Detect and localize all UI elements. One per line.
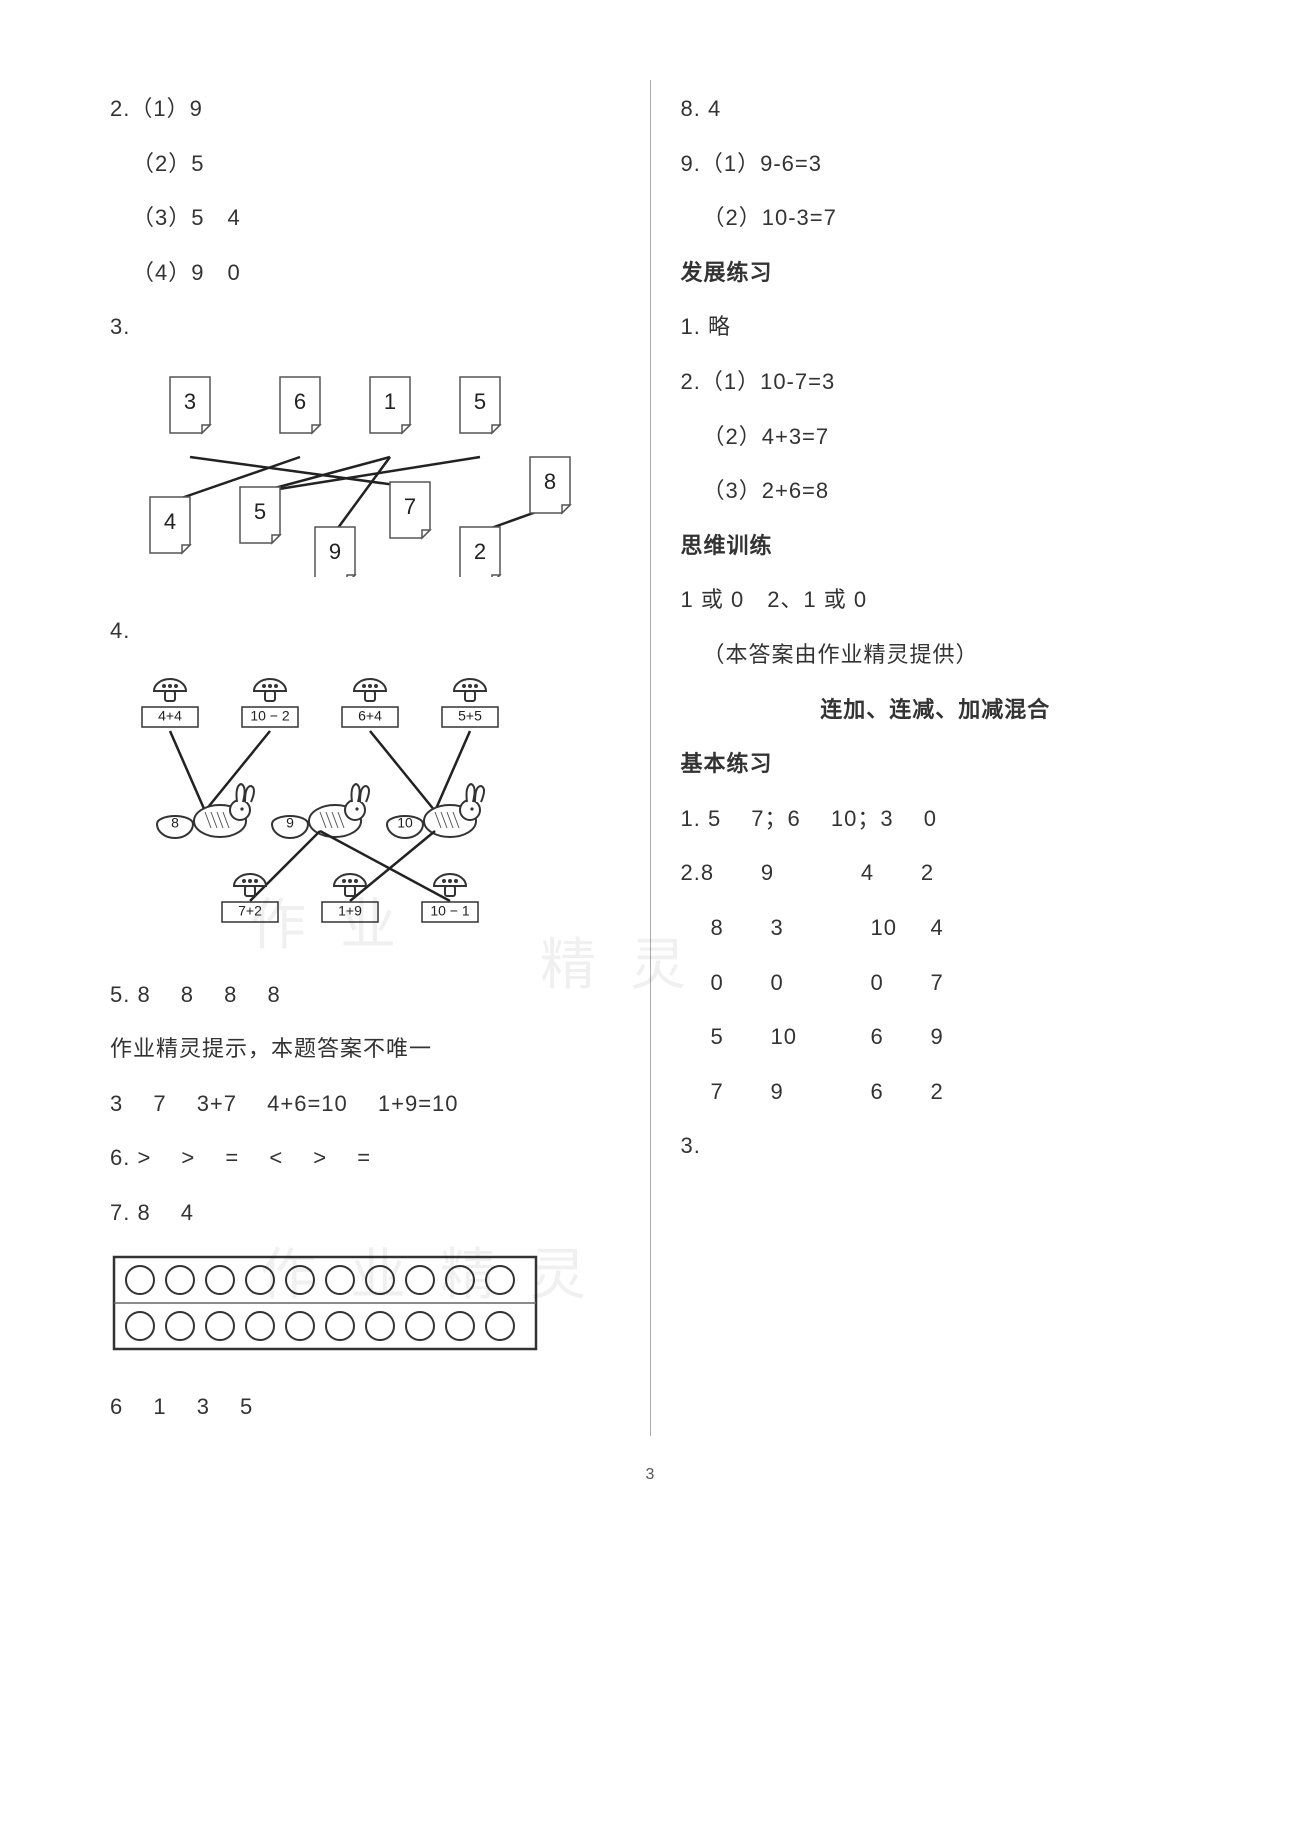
b2-cell <box>821 848 861 899</box>
b2-cell: 9 <box>771 1067 831 1118</box>
svg-text:3: 3 <box>184 389 196 414</box>
r9-2: （2）10-3=7 <box>681 193 1191 244</box>
b3: 3. <box>681 1121 1191 1172</box>
two-column-layout: 2.（1）9 （2）5 （3）5 4 （4）9 0 3. 3615 459728… <box>80 80 1220 1436</box>
b2-cell <box>831 1012 871 1063</box>
q2-2: （2）5 <box>110 139 620 190</box>
svg-text:7: 7 <box>404 494 416 519</box>
b2-cell <box>831 958 871 1009</box>
r9-1: 9.（1）9-6=3 <box>681 139 1191 190</box>
svg-text:1: 1 <box>384 389 396 414</box>
b2-cell: 7 <box>711 1067 771 1118</box>
svg-text:5: 5 <box>474 389 486 414</box>
section-basic: 基本练习 <box>681 739 1191 790</box>
q7: 7. 8 4 <box>110 1188 620 1239</box>
svg-text:8: 8 <box>544 469 556 494</box>
q3-head: 3. <box>110 302 620 353</box>
svg-text:9: 9 <box>329 539 341 564</box>
svg-text:10 − 2: 10 − 2 <box>250 707 290 723</box>
q3-matching-diagram: 3 6 1 5 4 5 9 7 2 8 <box>110 367 590 577</box>
b2-cell: 8 <box>701 848 761 899</box>
b2-cell: 3 <box>771 903 831 954</box>
svg-text:9: 9 <box>286 814 294 830</box>
svg-text:10: 10 <box>397 814 413 830</box>
b2-cell: 9 <box>761 848 821 899</box>
svg-text:8: 8 <box>171 814 179 830</box>
q4-head: 4. <box>110 606 620 657</box>
svg-text:6+4: 6+4 <box>358 707 382 723</box>
q5-note: 作业精灵提示，本题答案不唯一 <box>110 1024 620 1075</box>
right-column: 8. 4 9.（1）9-6=3 （2）10-3=7 发展练习 1. 略 2.（1… <box>651 80 1221 1436</box>
section-dev: 发展练习 <box>681 248 1191 299</box>
b2-row: 0007 <box>681 958 1191 1009</box>
b2-row: 83 104 <box>681 903 1191 954</box>
q2-4: （4）9 0 <box>110 248 620 299</box>
svg-text:5: 5 <box>254 499 266 524</box>
d2-1: 2.（1）10-7=3 <box>681 357 1191 408</box>
q5: 5. 8 8 8 8 <box>110 970 620 1021</box>
b2-cell: 0 <box>871 958 931 1009</box>
b2-row: 7962 <box>681 1067 1191 1118</box>
svg-text:1+9: 1+9 <box>338 902 362 918</box>
page-number: 3 <box>80 1466 1220 1484</box>
b2-row: 510 69 <box>681 1012 1191 1063</box>
q6: 6. > > = < > = <box>110 1133 620 1184</box>
b2-cell: 10 <box>771 1012 831 1063</box>
b2-cell <box>831 1067 871 1118</box>
b2-cell: 0 <box>711 958 771 1009</box>
b2-cell: 0 <box>771 958 831 1009</box>
b2-cell: 2 <box>921 848 981 899</box>
q4-rabbit-diagram: 4+4 10 − 2 6+4 5+5 8 9 10 7+2 1+9 10 − 1 <box>110 671 550 941</box>
d1: 1. 略 <box>681 302 1191 353</box>
r8: 8. 4 <box>681 84 1191 135</box>
b2-cell <box>831 903 871 954</box>
section-think: 思维训练 <box>681 521 1191 572</box>
q5-row: 3 7 3+7 4+6=10 1+9=10 <box>110 1079 620 1130</box>
section-next: 连加、连减、加减混合 <box>681 685 1191 736</box>
svg-text:4: 4 <box>164 509 176 534</box>
q7-circle-box <box>110 1253 540 1353</box>
b2-cell: 6 <box>871 1012 931 1063</box>
svg-text:10 − 1: 10 − 1 <box>430 902 470 918</box>
worksheet-page: 作 业 精 灵 作 业 精 灵 2.（1）9 （2）5 （3）5 4 （4）9 … <box>0 0 1300 1524</box>
t1: 1 或 0 2、1 或 0 <box>681 575 1191 626</box>
q7-after: 6 1 3 5 <box>110 1382 620 1433</box>
d2-3: （3）2+6=8 <box>681 466 1191 517</box>
b2-cell: 6 <box>871 1067 931 1118</box>
q2-1: 2.（1）9 <box>110 84 620 135</box>
b2-head: 2. <box>681 848 701 899</box>
b2-cell: 4 <box>931 903 991 954</box>
svg-text:5+5: 5+5 <box>458 707 482 723</box>
d2-2: （2）4+3=7 <box>681 412 1191 463</box>
svg-text:7+2: 7+2 <box>238 902 262 918</box>
credit: （本答案由作业精灵提供） <box>681 630 1191 681</box>
q2-3: （3）5 4 <box>110 193 620 244</box>
b2-cell: 8 <box>711 903 771 954</box>
b1: 1. 5 7；6 10；3 0 <box>681 794 1191 845</box>
b2-row-0: 2. 8 9 4 2 <box>681 848 1191 899</box>
left-column: 2.（1）9 （2）5 （3）5 4 （4）9 0 3. 3 6 1 5 4 5 9 7 2 8… <box>80 80 651 1436</box>
b2-cell: 10 <box>871 903 931 954</box>
svg-text:6: 6 <box>294 389 306 414</box>
b2-rest: 831040007510697962 <box>681 903 1191 1117</box>
svg-text:2: 2 <box>474 539 486 564</box>
b2-cell: 4 <box>861 848 921 899</box>
b2-cell: 2 <box>931 1067 991 1118</box>
b2-cell: 9 <box>931 1012 991 1063</box>
svg-text:4+4: 4+4 <box>158 707 182 723</box>
b2-cell: 5 <box>711 1012 771 1063</box>
b2-cell: 7 <box>931 958 991 1009</box>
